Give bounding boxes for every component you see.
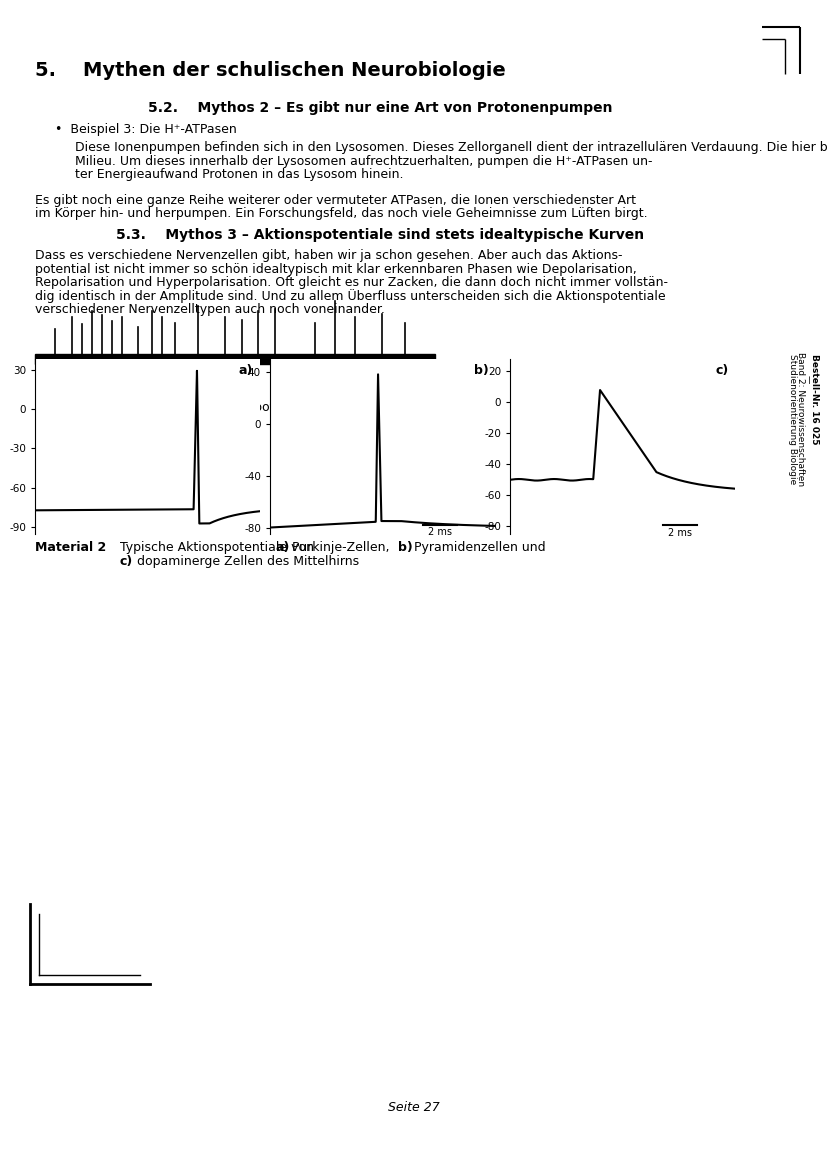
Text: b): b) bbox=[398, 541, 413, 554]
Text: c): c) bbox=[120, 555, 133, 568]
Text: Es gibt noch eine ganze Reihe weiterer oder vermuteter ATPasen, die Ionen versch: Es gibt noch eine ganze Reihe weiterer o… bbox=[35, 194, 636, 207]
Bar bbox=[35, 354, 435, 364]
Text: Milieu. Um dieses innerhalb der Lysosomen aufrechtzuerhalten, pumpen die H⁺-ATPa: Milieu. Um dieses innerhalb der Lysosome… bbox=[75, 154, 653, 167]
Text: Material 2: Material 2 bbox=[35, 541, 106, 554]
Text: dopaminerge Zellen des Mittelhirns: dopaminerge Zellen des Mittelhirns bbox=[133, 555, 359, 568]
Text: 5.3.    Mythos 3 – Aktionspotentiale sind stets idealtypische Kurven: 5.3. Mythos 3 – Aktionspotentiale sind s… bbox=[116, 228, 644, 242]
Text: Typische Aktionspotentiale von: Typische Aktionspotentiale von bbox=[120, 541, 318, 554]
Text: verschiedener Nervenzelltypen auch noch voneinander.: verschiedener Nervenzelltypen auch noch … bbox=[35, 303, 385, 316]
Text: dig identisch in der Amplitude sind. Und zu allem Überfluss unterscheiden sich d: dig identisch in der Amplitude sind. Und… bbox=[35, 290, 666, 304]
Text: c): c) bbox=[715, 365, 729, 378]
Text: im Körper hin- und herpumpen. Ein Forschungsfeld, das noch viele Geheimnisse zum: im Körper hin- und herpumpen. Ein Forsch… bbox=[35, 208, 648, 221]
Text: Typische Ergebnisse von Aktionspotentialmessungen: Typische Ergebnisse von Aktionspotential… bbox=[35, 401, 382, 414]
Text: Pyramidenzellen und: Pyramidenzellen und bbox=[410, 541, 546, 554]
Text: •  Beispiel 3: Die H⁺-ATPasen: • Beispiel 3: Die H⁺-ATPasen bbox=[55, 123, 237, 136]
Text: Material 1: Material 1 bbox=[35, 401, 106, 414]
Text: Studienorientierung Biologie: Studienorientierung Biologie bbox=[787, 354, 796, 484]
Text: 2 ms: 2 ms bbox=[668, 527, 692, 538]
Text: —: — bbox=[804, 375, 812, 383]
Text: 2 ms: 2 ms bbox=[428, 527, 452, 538]
Text: 5.    Mythen der schulischen Neurobiologie: 5. Mythen der schulischen Neurobiologie bbox=[35, 61, 506, 79]
Text: Bestell-Nr. 16 025: Bestell-Nr. 16 025 bbox=[810, 354, 819, 444]
Text: Seite 27: Seite 27 bbox=[388, 1101, 440, 1114]
Text: potential ist nicht immer so schön idealtypisch mit klar erkennbaren Phasen wie : potential ist nicht immer so schön ideal… bbox=[35, 263, 637, 276]
Text: a): a) bbox=[275, 541, 289, 554]
Text: 5.2.    Mythos 2 – Es gibt nur eine Art von Protonenpumpen: 5.2. Mythos 2 – Es gibt nur eine Art von… bbox=[148, 101, 612, 115]
Text: ter Energieaufwand Protonen in das Lysosom hinein.: ter Energieaufwand Protonen in das Lysos… bbox=[75, 168, 404, 181]
Text: b): b) bbox=[474, 365, 488, 378]
Text: a): a) bbox=[239, 365, 253, 378]
Text: Dass es verschiedene Nervenzellen gibt, haben wir ja schon gesehen. Aber auch da: Dass es verschiedene Nervenzellen gibt, … bbox=[35, 249, 623, 262]
Text: Diese Ionenpumpen befinden sich in den Lysosomen. Dieses Zellorganell dient der : Diese Ionenpumpen befinden sich in den L… bbox=[75, 141, 827, 154]
Text: Repolarisation und Hyperpolarisation. Oft gleicht es nur Zacken, die dann doch n: Repolarisation und Hyperpolarisation. Of… bbox=[35, 276, 668, 289]
Text: Purkinje-Zellen,: Purkinje-Zellen, bbox=[288, 541, 396, 554]
Text: Band 2: Neurowissenschaften: Band 2: Neurowissenschaften bbox=[796, 352, 805, 486]
